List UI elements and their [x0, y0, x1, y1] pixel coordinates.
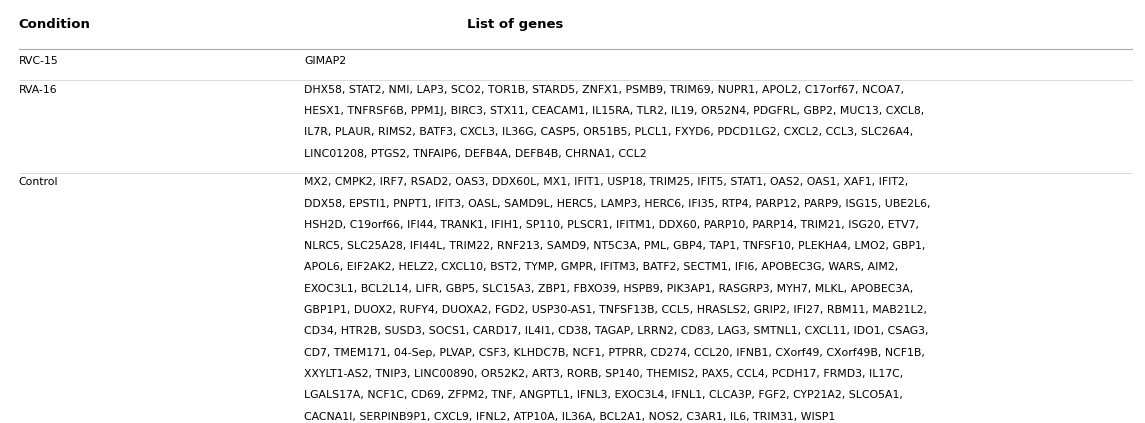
- Text: List of genes: List of genes: [467, 18, 563, 31]
- Text: CD34, HTR2B, SUSD3, SOCS1, CARD17, IL4I1, CD38, TAGAP, LRRN2, CD83, LAG3, SMTNL1: CD34, HTR2B, SUSD3, SOCS1, CARD17, IL4I1…: [305, 327, 929, 336]
- Text: NLRC5, SLC25A28, IFI44L, TRIM22, RNF213, SAMD9, NT5C3A, PML, GBP4, TAP1, TNFSF10: NLRC5, SLC25A28, IFI44L, TRIM22, RNF213,…: [305, 241, 925, 251]
- Text: RVC-15: RVC-15: [18, 56, 58, 66]
- Text: HSH2D, C19orf66, IFI44, TRANK1, IFIH1, SP110, PLSCR1, IFITM1, DDX60, PARP10, PAR: HSH2D, C19orf66, IFI44, TRANK1, IFIH1, S…: [305, 220, 919, 230]
- Text: MX2, CMPK2, IRF7, RSAD2, OAS3, DDX60L, MX1, IFIT1, USP18, TRIM25, IFIT5, STAT1, : MX2, CMPK2, IRF7, RSAD2, OAS3, DDX60L, M…: [305, 177, 908, 187]
- Text: XXYLT1-AS2, TNIP3, LINC00890, OR52K2, ART3, RORB, SP140, THEMIS2, PAX5, CCL4, PC: XXYLT1-AS2, TNIP3, LINC00890, OR52K2, AR…: [305, 369, 903, 379]
- Text: HESX1, TNFRSF6B, PPM1J, BIRC3, STX11, CEACAM1, IL15RA, TLR2, IL19, OR52N4, PDGFR: HESX1, TNFRSF6B, PPM1J, BIRC3, STX11, CE…: [305, 106, 924, 116]
- Text: DDX58, EPSTI1, PNPT1, IFIT3, OASL, SAMD9L, HERC5, LAMP3, HERC6, IFI35, RTP4, PAR: DDX58, EPSTI1, PNPT1, IFIT3, OASL, SAMD9…: [305, 198, 931, 209]
- Text: RVA-16: RVA-16: [18, 85, 57, 95]
- Text: EXOC3L1, BCL2L14, LIFR, GBP5, SLC15A3, ZBP1, FBXO39, HSPB9, PIK3AP1, RASGRP3, MY: EXOC3L1, BCL2L14, LIFR, GBP5, SLC15A3, Z…: [305, 284, 914, 294]
- Text: Control: Control: [18, 177, 58, 187]
- Text: CD7, TMEM171, 04-Sep, PLVAP, CSF3, KLHDC7B, NCF1, PTPRR, CD274, CCL20, IFNB1, CX: CD7, TMEM171, 04-Sep, PLVAP, CSF3, KLHDC…: [305, 348, 925, 358]
- Text: LINC01208, PTGS2, TNFAIP6, DEFB4A, DEFB4B, CHRNA1, CCL2: LINC01208, PTGS2, TNFAIP6, DEFB4A, DEFB4…: [305, 148, 647, 159]
- Text: GIMAP2: GIMAP2: [305, 56, 346, 66]
- Text: LGALS17A, NCF1C, CD69, ZFPM2, TNF, ANGPTL1, IFNL3, EXOC3L4, IFNL1, CLCA3P, FGF2,: LGALS17A, NCF1C, CD69, ZFPM2, TNF, ANGPT…: [305, 390, 903, 401]
- Text: CACNA1I, SERPINB9P1, CXCL9, IFNL2, ATP10A, IL36A, BCL2A1, NOS2, C3AR1, IL6, TRIM: CACNA1I, SERPINB9P1, CXCL9, IFNL2, ATP10…: [305, 412, 836, 422]
- Text: DHX58, STAT2, NMI, LAP3, SCO2, TOR1B, STARD5, ZNFX1, PSMB9, TRIM69, NUPR1, APOL2: DHX58, STAT2, NMI, LAP3, SCO2, TOR1B, ST…: [305, 85, 905, 95]
- Text: APOL6, EIF2AK2, HELZ2, CXCL10, BST2, TYMP, GMPR, IFITM3, BATF2, SECTM1, IFI6, AP: APOL6, EIF2AK2, HELZ2, CXCL10, BST2, TYM…: [305, 263, 899, 272]
- Text: IL7R, PLAUR, RIMS2, BATF3, CXCL3, IL36G, CASP5, OR51B5, PLCL1, FXYD6, PDCD1LG2, : IL7R, PLAUR, RIMS2, BATF3, CXCL3, IL36G,…: [305, 127, 914, 137]
- Text: GBP1P1, DUOX2, RUFY4, DUOXA2, FGD2, USP30-AS1, TNFSF13B, CCL5, HRASLS2, GRIP2, I: GBP1P1, DUOX2, RUFY4, DUOXA2, FGD2, USP3…: [305, 305, 927, 315]
- Text: Condition: Condition: [18, 18, 90, 31]
